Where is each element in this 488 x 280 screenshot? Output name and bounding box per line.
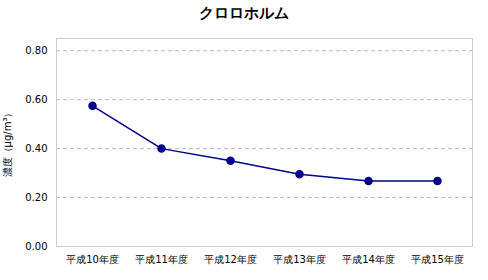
svg-text:平成15年度: 平成15年度 bbox=[411, 254, 464, 265]
svg-text:平成12年度: 平成12年度 bbox=[204, 254, 257, 265]
svg-text:0.80: 0.80 bbox=[25, 45, 47, 56]
svg-text:0.40: 0.40 bbox=[25, 143, 47, 154]
svg-text:0.60: 0.60 bbox=[25, 94, 47, 105]
html-text:クロロホルム: クロロホルム bbox=[199, 4, 289, 22]
svg-text:濃度（μg/m³）: 濃度（μg/m³） bbox=[2, 108, 13, 178]
svg-text:平成11年度: 平成11年度 bbox=[135, 254, 188, 265]
svg-text:平成10年度: 平成10年度 bbox=[66, 254, 119, 265]
svg-text:0.20: 0.20 bbox=[25, 192, 47, 203]
svg-text:平成13年度: 平成13年度 bbox=[273, 254, 326, 265]
svg-text:0.00: 0.00 bbox=[25, 241, 47, 252]
svg-text:平成14年度: 平成14年度 bbox=[342, 254, 395, 265]
